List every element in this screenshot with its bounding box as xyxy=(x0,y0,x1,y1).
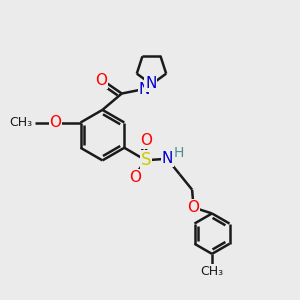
Text: N: N xyxy=(145,76,157,91)
Text: O: O xyxy=(95,73,107,88)
Text: N: N xyxy=(138,82,150,97)
Text: N: N xyxy=(161,151,173,166)
Text: CH₃: CH₃ xyxy=(200,265,224,278)
Text: O: O xyxy=(188,200,200,215)
Text: S: S xyxy=(140,151,151,169)
Text: CH₃: CH₃ xyxy=(9,116,32,129)
Text: O: O xyxy=(140,133,152,148)
Text: H: H xyxy=(173,146,184,161)
Text: O: O xyxy=(129,170,141,185)
Text: O: O xyxy=(50,115,61,130)
